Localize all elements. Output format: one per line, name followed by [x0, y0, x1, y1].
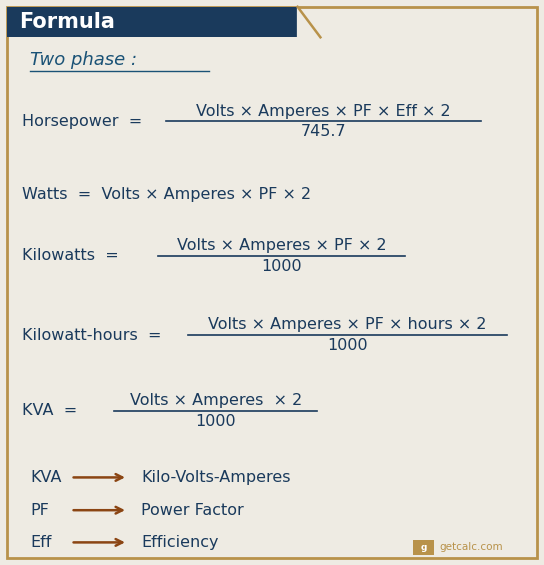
Text: g: g: [421, 543, 427, 552]
Polygon shape: [298, 7, 320, 37]
Text: Kilo-Volts-Amperes: Kilo-Volts-Amperes: [141, 470, 291, 485]
Text: Horsepower  =: Horsepower =: [22, 114, 142, 129]
Text: 1000: 1000: [262, 259, 302, 274]
Text: 1000: 1000: [327, 338, 367, 353]
Text: Volts × Amperes × PF × hours × 2: Volts × Amperes × PF × hours × 2: [208, 317, 486, 332]
Text: Power Factor: Power Factor: [141, 503, 244, 518]
Text: 1000: 1000: [196, 414, 236, 429]
Text: Formula: Formula: [19, 12, 115, 32]
Text: Kilowatts  =: Kilowatts =: [22, 249, 119, 263]
Text: Watts  =  Volts × Amperes × PF × 2: Watts = Volts × Amperes × PF × 2: [22, 188, 311, 202]
Bar: [413, 540, 434, 555]
Text: 745.7: 745.7: [301, 124, 347, 140]
Text: Volts × Amperes  × 2: Volts × Amperes × 2: [130, 393, 302, 408]
Text: getcalc.com: getcalc.com: [440, 542, 503, 553]
Text: Volts × Amperes × PF × Eff × 2: Volts × Amperes × PF × Eff × 2: [196, 103, 451, 119]
Text: KVA: KVA: [30, 470, 61, 485]
Text: Two phase :: Two phase :: [30, 51, 137, 69]
Bar: [7, 7, 298, 37]
Text: PF: PF: [30, 503, 49, 518]
Text: Eff: Eff: [30, 535, 51, 550]
Text: KVA  =: KVA =: [22, 403, 77, 418]
Text: Volts × Amperes × PF × 2: Volts × Amperes × PF × 2: [177, 238, 387, 253]
Text: Kilowatt-hours  =: Kilowatt-hours =: [22, 328, 161, 342]
Text: Efficiency: Efficiency: [141, 535, 219, 550]
